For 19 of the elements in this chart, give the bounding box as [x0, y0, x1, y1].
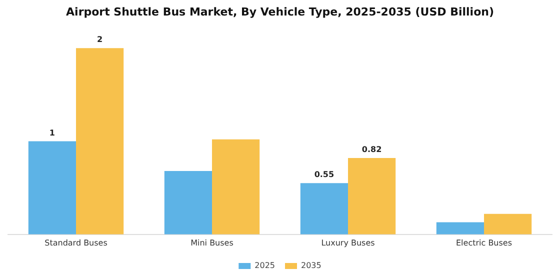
x-tick-label: Luxury Buses — [321, 238, 375, 248]
data-label: 0.55 — [314, 170, 334, 180]
bar — [348, 158, 396, 234]
legend-label: 2035 — [301, 261, 322, 270]
bar — [484, 214, 532, 234]
data-label: 1 — [49, 128, 56, 138]
bar — [436, 222, 484, 234]
data-label: 0.82 — [362, 145, 382, 154]
bar — [212, 139, 260, 234]
x-tick-label: Standard Buses — [44, 238, 108, 248]
x-tick-label: Mini Buses — [190, 238, 234, 248]
data-label: 2 — [97, 35, 103, 44]
bar — [164, 171, 212, 234]
chart-title: Airport Shuttle Bus Market, By Vehicle Type, 2025-2035 (USD Billion) — [66, 5, 494, 18]
bar — [300, 183, 348, 234]
bar — [28, 141, 76, 234]
legend-label: 2025 — [254, 261, 275, 270]
x-tick-label: Electric Buses — [456, 238, 512, 248]
bar — [76, 48, 124, 234]
